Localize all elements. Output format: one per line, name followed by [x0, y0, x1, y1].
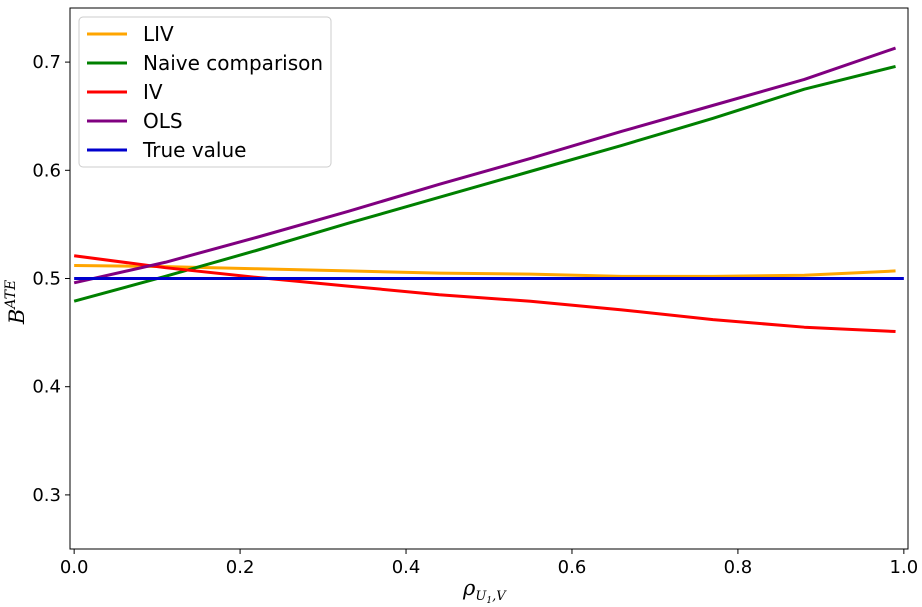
series-layer [73, 46, 904, 334]
legend-box [78, 16, 332, 168]
series-iv-line [73, 254, 896, 334]
y-axis-label-main: B [5, 309, 29, 325]
plot-frame [69, 7, 909, 550]
legend-label-ols: OLS [143, 109, 183, 133]
legend: LIV Naive comparison IV OLS True value [78, 16, 332, 168]
series-liv-line [74, 264, 896, 278]
x-axis-label-sub: U [475, 589, 487, 604]
x-axis-label-main: ρ [462, 576, 476, 600]
y-axis-label: BATE [3, 280, 29, 325]
x-tick-label: 0.0 [60, 557, 89, 578]
ticks-layer: 0.0 0.2 0.4 0.6 0.8 1.0 0.3 0.4 0.5 0.6 0.7 [32, 52, 918, 578]
x-tick-label: 0.2 [226, 557, 255, 578]
legend-label-liv: LIV [143, 22, 174, 46]
x-tick-label: 0.6 [558, 557, 587, 578]
y-tick-label: 0.7 [32, 52, 61, 73]
x-axis-label-sub2: 1 [486, 596, 492, 606]
y-tick-label: 0.4 [32, 377, 61, 398]
x-tick-label: 0.8 [724, 557, 753, 578]
series-ols-line [73, 46, 897, 285]
y-tick-label: 0.3 [32, 485, 61, 506]
x-axis-label: ρU1,V [462, 576, 507, 606]
legend-label-naive: Naive comparison [143, 51, 323, 75]
x-axis-label-sub3: ,V [492, 589, 507, 604]
legend-label-iv: IV [143, 80, 163, 104]
y-axis-label-sup: ATE [3, 280, 19, 311]
series-naive-comparison-line [73, 64, 896, 303]
legend-label-true-value: True value [142, 138, 246, 162]
y-tick-label: 0.6 [32, 160, 61, 181]
x-tick-label: 0.4 [392, 557, 421, 578]
y-tick-label: 0.5 [32, 269, 61, 290]
x-tick-label: 1.0 [890, 557, 919, 578]
